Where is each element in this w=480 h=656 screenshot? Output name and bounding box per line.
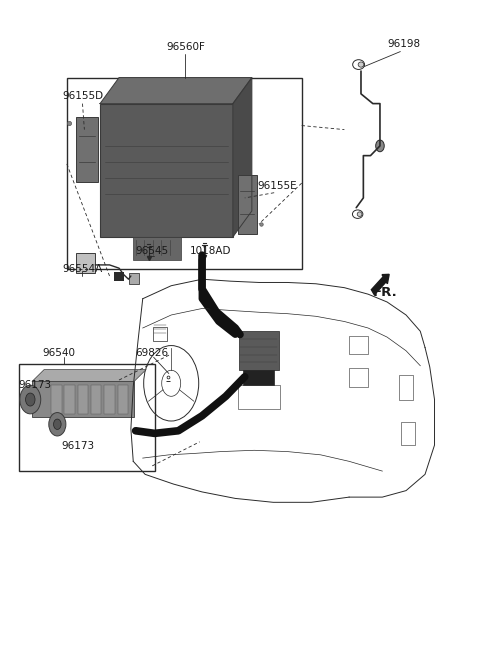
- Text: 96173: 96173: [18, 380, 52, 390]
- Text: FR.: FR.: [372, 286, 397, 298]
- Bar: [349, 368, 368, 386]
- Bar: [153, 327, 168, 341]
- Bar: [51, 384, 61, 414]
- Text: 1018AD: 1018AD: [190, 246, 231, 256]
- Polygon shape: [100, 77, 252, 104]
- Bar: [19, 364, 155, 471]
- FancyBboxPatch shape: [100, 104, 233, 237]
- Text: 96198: 96198: [387, 39, 420, 49]
- Bar: [238, 175, 257, 234]
- Text: 96155D: 96155D: [62, 91, 103, 102]
- Bar: [238, 384, 280, 409]
- Bar: [129, 273, 139, 284]
- Bar: [399, 375, 413, 400]
- Circle shape: [49, 413, 66, 436]
- Text: 96545: 96545: [136, 246, 169, 256]
- Polygon shape: [32, 369, 146, 381]
- Text: 69826: 69826: [136, 348, 169, 358]
- Bar: [32, 381, 134, 417]
- Bar: [133, 237, 180, 260]
- Bar: [349, 336, 368, 354]
- Bar: [243, 370, 274, 384]
- Ellipse shape: [357, 212, 362, 216]
- Bar: [78, 384, 88, 414]
- Bar: [76, 117, 97, 182]
- Bar: [239, 331, 279, 370]
- Bar: [67, 77, 301, 270]
- Text: 96560F: 96560F: [166, 42, 205, 52]
- Circle shape: [20, 385, 41, 414]
- Bar: [104, 384, 115, 414]
- Circle shape: [25, 393, 35, 406]
- Ellipse shape: [358, 62, 364, 67]
- Circle shape: [54, 419, 61, 430]
- FancyArrow shape: [372, 274, 389, 295]
- Bar: [76, 253, 96, 273]
- Text: 96173: 96173: [61, 441, 94, 451]
- Circle shape: [376, 140, 384, 152]
- Bar: [91, 384, 101, 414]
- Text: 96155E: 96155E: [257, 181, 297, 191]
- Text: 96540: 96540: [42, 348, 75, 358]
- Polygon shape: [233, 77, 252, 237]
- Bar: [401, 422, 415, 445]
- Text: 96554A: 96554A: [62, 264, 103, 274]
- Bar: [118, 384, 128, 414]
- Bar: [64, 384, 75, 414]
